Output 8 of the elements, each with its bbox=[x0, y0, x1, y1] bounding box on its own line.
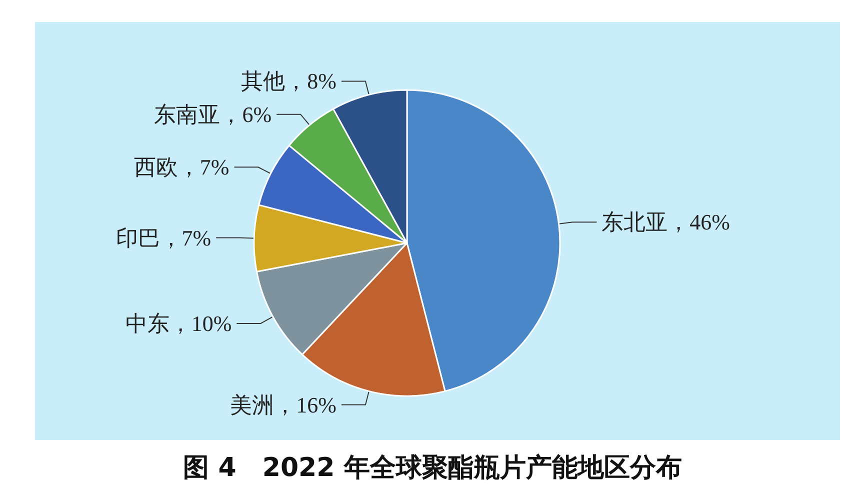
slice-label: 西欧，7% bbox=[134, 154, 230, 180]
text: 图 4 2022 年全球聚酯瓶片产能地区分布 bbox=[182, 452, 683, 485]
slice-label: 印巴，7% bbox=[116, 225, 212, 250]
slice-label: 美洲，16% bbox=[230, 392, 336, 418]
slice-label: 东南亚，6% bbox=[154, 102, 272, 127]
slice-label: 东北亚，46% bbox=[602, 210, 730, 235]
slice-label: 中东，10% bbox=[125, 310, 232, 336]
slice-label: 其他，8% bbox=[241, 68, 336, 94]
